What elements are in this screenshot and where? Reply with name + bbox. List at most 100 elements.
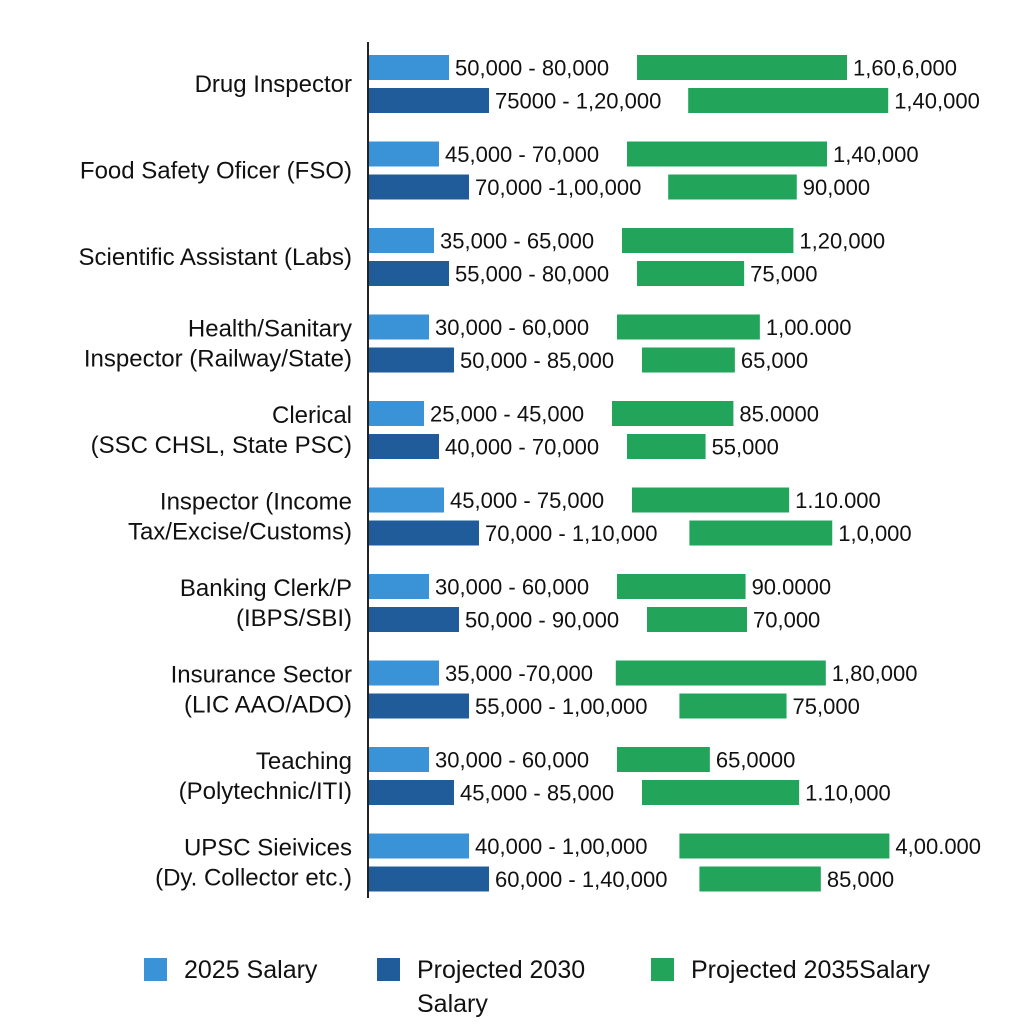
value-label-2035b-1: 90,000 — [803, 175, 870, 200]
bar-2035-4 — [612, 401, 734, 426]
value-label-2030-6: 50,000 - 90,000 — [465, 608, 619, 633]
value-label-2025-7: 35,000 -70,000 — [445, 661, 593, 686]
bar-2035b-4 — [627, 434, 706, 459]
bar-2035b-8 — [642, 780, 800, 805]
value-label-2035-8: 65,0000 — [716, 748, 796, 773]
bar-2035-0 — [637, 55, 847, 80]
bar-2025-6 — [369, 574, 429, 599]
value-label-2025-6: 30,000 - 60,000 — [435, 575, 589, 600]
bar-2030-5 — [369, 520, 479, 546]
bar-2035b-2 — [637, 261, 745, 286]
value-label-2030-0: 75000 - 1,20,000 — [495, 89, 661, 114]
bar-2030-1 — [369, 174, 469, 200]
legend-label-1-line0: Projected 2030 — [417, 956, 585, 984]
category-label-4-line0: Clerical — [272, 402, 352, 429]
bar-2025-3 — [369, 314, 429, 340]
bar-2035-1 — [627, 141, 827, 167]
bar-2035b-7 — [679, 693, 787, 719]
bar-2035b-6 — [647, 607, 747, 632]
value-label-2035-2: 1,20,000 — [799, 229, 885, 254]
value-label-2030-5: 70,000 - 1,10,000 — [485, 521, 657, 546]
value-label-2025-5: 45,000 - 75,000 — [450, 488, 604, 513]
value-label-2025-3: 30,000 - 60,000 — [435, 315, 589, 340]
bars-layer: 50,000 - 80,000 1,60,6,000 75000 - 1,20,00… — [369, 55, 981, 892]
bar-2030-2 — [369, 261, 449, 286]
value-label-2035b-4: 55,000 — [712, 435, 779, 460]
category-label-7-line0: Insurance Sector — [171, 662, 352, 689]
bar-2035-7 — [615, 660, 826, 686]
value-label-2030-8: 45,000 - 85,000 — [460, 781, 614, 806]
value-label-2035-5: 1.10.000 — [795, 488, 881, 513]
bar-2025-0 — [369, 55, 449, 80]
legend-swatch-2 — [651, 958, 674, 981]
value-label-2035b-6: 70,000 — [753, 608, 820, 633]
value-label-2030-3: 50,000 - 85,000 — [460, 348, 614, 373]
value-label-2035b-7: 75,000 — [793, 694, 860, 719]
value-label-2025-0: 50,000 - 80,000 — [455, 56, 609, 81]
value-label-2035-4: 85.0000 — [739, 402, 819, 427]
value-label-2035b-5: 1,0,000 — [838, 521, 911, 546]
value-label-2035b-3: 65,000 — [741, 348, 808, 373]
value-label-2025-8: 30,000 - 60,000 — [435, 748, 589, 773]
value-label-2030-9: 60,000 - 1,40,000 — [495, 867, 667, 892]
value-label-2035-1: 1,40,000 — [833, 142, 919, 167]
legend-swatch-0 — [144, 958, 167, 981]
bar-2025-4 — [369, 401, 424, 426]
category-label-6-line0: Banking Clerk/P — [180, 575, 352, 602]
value-label-2035b-2: 75,000 — [750, 262, 817, 287]
bar-2025-5 — [369, 487, 444, 513]
value-label-2025-9: 40,000 - 1,00,000 — [475, 834, 647, 859]
category-label-8-line1: (Polytechnic/ITI) — [179, 778, 352, 805]
category-label-9-line0: UPSC Sieivices — [184, 835, 352, 862]
bar-2025-1 — [369, 141, 439, 167]
bar-2035-6 — [617, 574, 746, 599]
value-label-2030-1: 70,000 -1,00,000 — [475, 175, 641, 200]
bar-2025-7 — [369, 660, 439, 686]
category-label-9-line1: (Dy. Collector etc.) — [155, 865, 352, 892]
legend-label-1-line1: Salary — [417, 990, 488, 1018]
value-label-2025-1: 45,000 - 70,000 — [445, 142, 599, 167]
value-label-2035b-9: 85,000 — [827, 867, 894, 892]
value-label-2030-2: 55,000 - 80,000 — [455, 262, 609, 287]
value-label-2035-9: 4,00.000 — [895, 834, 981, 859]
bar-2030-9 — [369, 866, 489, 892]
legend-label-2: Projected 2035Salary — [691, 956, 931, 984]
value-label-2035b-8: 1.10,000 — [805, 781, 891, 806]
bar-2030-4 — [369, 434, 439, 459]
bar-2030-8 — [369, 780, 454, 805]
value-label-2035-7: 1,80,000 — [832, 661, 918, 686]
bar-2035b-1 — [668, 174, 797, 200]
value-label-2035-0: 1,60,6,000 — [853, 56, 957, 81]
bar-2030-7 — [369, 693, 469, 719]
value-label-2030-7: 55,000 - 1,00,000 — [475, 694, 647, 719]
bar-2035-9 — [679, 833, 890, 859]
value-label-2025-4: 25,000 - 45,000 — [430, 402, 584, 427]
value-label-2025-2: 35,000 - 65,000 — [440, 229, 594, 254]
category-label-2: Scientific Assistant (Labs) — [79, 244, 352, 271]
category-label-3-line0: Health/Sanitary — [188, 316, 352, 343]
bar-2035b-9 — [699, 866, 821, 892]
bar-2035b-3 — [642, 347, 735, 373]
legend-swatch-1 — [377, 958, 400, 981]
category-label-7-line1: (LIC AAO/ADO) — [184, 692, 352, 719]
value-label-2035-6: 90.0000 — [752, 575, 832, 600]
category-label-5-line0: Inspector (Income — [160, 489, 352, 516]
bar-2030-3 — [369, 347, 454, 373]
bar-2035-3 — [617, 314, 760, 340]
value-label-2030-4: 40,000 - 70,000 — [445, 435, 599, 460]
value-label-2035b-0: 1,40,000 — [894, 89, 980, 114]
value-label-2035-3: 1,00.000 — [766, 315, 852, 340]
bar-2035-2 — [622, 228, 794, 253]
bar-2030-6 — [369, 607, 459, 632]
bar-2025-8 — [369, 747, 429, 772]
bar-2035-5 — [632, 487, 790, 513]
bar-2035-8 — [617, 747, 710, 772]
bar-2030-0 — [369, 88, 489, 113]
category-label-1: Food Safety Oficer (FSO) — [80, 158, 352, 185]
category-label-3-line1: Inspector (Railway/State) — [84, 346, 352, 373]
category-label-0: Drug Inspector — [195, 71, 352, 98]
legend-label-0: 2025 Salary — [184, 956, 318, 984]
bar-2035b-0 — [688, 88, 889, 113]
category-label-8-line0: Teaching — [256, 748, 352, 775]
